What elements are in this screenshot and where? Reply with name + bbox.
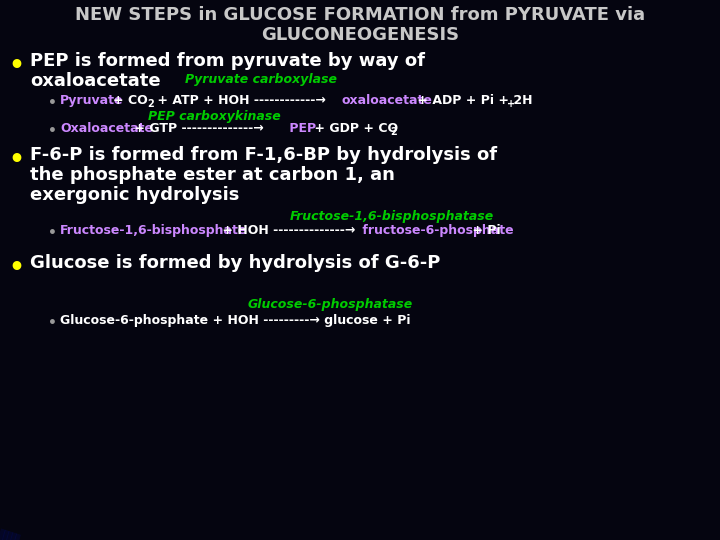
Text: + GTP --------------→: + GTP --------------→ xyxy=(130,122,264,135)
Text: + GDP + CO: + GDP + CO xyxy=(310,122,398,135)
Text: Glucose-6-phosphatase: Glucose-6-phosphatase xyxy=(248,298,413,311)
Text: + HOH --------------→: + HOH --------------→ xyxy=(218,224,356,237)
Text: oxaloacetate: oxaloacetate xyxy=(342,94,433,107)
Text: F-6-P is formed from F-1,6-BP by hydrolysis of: F-6-P is formed from F-1,6-BP by hydroly… xyxy=(30,146,497,164)
Text: •: • xyxy=(8,148,24,172)
Text: + ADP + Pi + 2H: + ADP + Pi + 2H xyxy=(413,94,533,107)
Text: + Pi: + Pi xyxy=(468,224,500,237)
Text: Fructose-1,6-bisphosphate: Fructose-1,6-bisphosphate xyxy=(60,224,248,237)
Text: Oxaloacetate: Oxaloacetate xyxy=(60,122,153,135)
Text: + CO: + CO xyxy=(113,94,148,107)
Text: •: • xyxy=(48,316,57,330)
Text: •: • xyxy=(48,124,57,138)
Text: +: + xyxy=(507,99,515,109)
Text: exergonic hydrolysis: exergonic hydrolysis xyxy=(30,186,239,204)
Text: •: • xyxy=(48,226,57,240)
Text: Pyruvate: Pyruvate xyxy=(60,94,124,107)
Text: GLUCONEOGENESIS: GLUCONEOGENESIS xyxy=(261,26,459,44)
Text: fructose-6-phosphate: fructose-6-phosphate xyxy=(358,224,513,237)
Text: •: • xyxy=(8,256,24,280)
Text: Glucose is formed by hydrolysis of G-6-P: Glucose is formed by hydrolysis of G-6-P xyxy=(30,254,441,272)
Text: 2: 2 xyxy=(390,127,397,137)
Text: Fructose-1,6-bisphosphatase: Fructose-1,6-bisphosphatase xyxy=(290,210,494,223)
Text: the phosphate ester at carbon 1, an: the phosphate ester at carbon 1, an xyxy=(30,166,395,184)
Text: •: • xyxy=(48,96,57,110)
Text: 2: 2 xyxy=(147,99,154,109)
Text: •: • xyxy=(8,54,24,78)
Text: NEW STEPS in GLUCOSE FORMATION from PYRUVATE via: NEW STEPS in GLUCOSE FORMATION from PYRU… xyxy=(75,6,645,24)
Text: Pyruvate carboxylase: Pyruvate carboxylase xyxy=(185,73,337,86)
Text: Glucose-6-phosphate + HOH ---------→ glucose + Pi: Glucose-6-phosphate + HOH ---------→ glu… xyxy=(60,314,410,327)
Text: PEP is formed from pyruvate by way of: PEP is formed from pyruvate by way of xyxy=(30,52,425,70)
Text: oxaloacetate: oxaloacetate xyxy=(30,72,161,90)
Text: + ATP + HOH ------------→: + ATP + HOH ------------→ xyxy=(153,94,326,107)
Text: PEP: PEP xyxy=(285,122,316,135)
Text: PEP carboxykinase: PEP carboxykinase xyxy=(148,110,281,123)
